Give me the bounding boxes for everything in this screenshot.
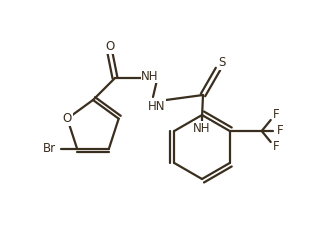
Text: F: F [273, 109, 279, 122]
Text: O: O [105, 41, 115, 54]
Text: NH: NH [141, 69, 159, 82]
Text: O: O [63, 112, 72, 125]
Text: HN: HN [148, 99, 166, 112]
Text: Br: Br [43, 142, 56, 155]
Text: NH: NH [193, 122, 211, 134]
Text: F: F [273, 141, 279, 153]
Text: S: S [218, 57, 226, 69]
Text: F: F [276, 125, 283, 137]
